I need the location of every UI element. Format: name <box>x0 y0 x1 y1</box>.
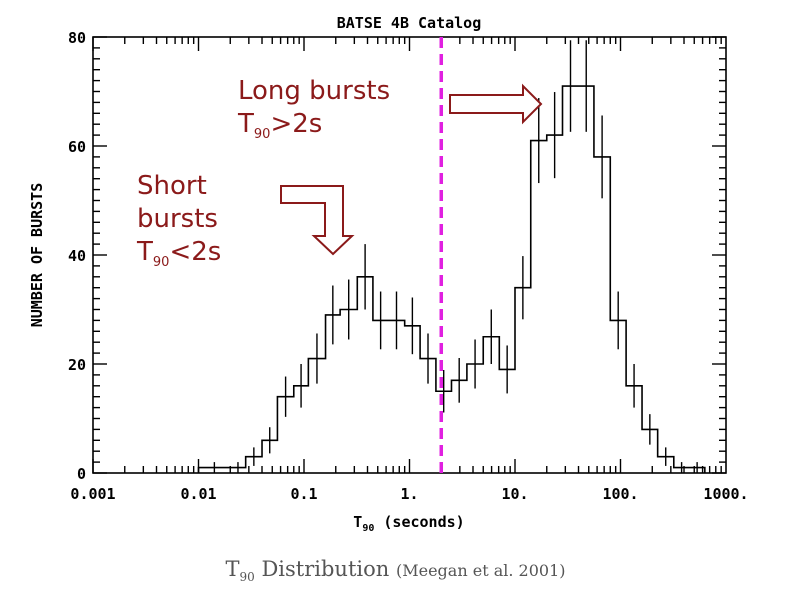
x-axis-label: T90 (seconds) <box>353 513 464 534</box>
y-tick-label: 60 <box>68 138 86 156</box>
x-tick-label: 0.1 <box>290 485 317 503</box>
x-tick-label: 0.01 <box>180 485 216 503</box>
histogram-chart: 0.001 0.01 0.1 1. 10. 100. 1000. 0 20 40 60 80 BATS… <box>28 14 749 534</box>
figure-caption: T90 Distribution (Meegan et al. 2001) <box>225 557 566 584</box>
y-tick-label: 20 <box>68 356 86 374</box>
x-tick-label: 10. <box>501 485 528 503</box>
x-tick-label: 0.001 <box>70 485 115 503</box>
short-bursts-label-line2: bursts <box>137 204 218 234</box>
long-bursts-arrow <box>449 83 543 125</box>
axis-ticks <box>92 36 726 474</box>
tick-labels: 0.001 0.01 0.1 1. 10. 100. 1000. 0 20 40 60 80 <box>68 29 749 503</box>
short-bursts-arrow <box>280 185 355 256</box>
y-tick-label: 0 <box>77 465 86 483</box>
x-tick-label: 1. <box>400 485 418 503</box>
long-bursts-label: Long bursts <box>238 76 391 106</box>
y-tick-label: 40 <box>68 247 86 265</box>
y-tick-label: 80 <box>68 29 86 47</box>
short-bursts-criterion: T90<2s <box>137 237 222 270</box>
x-tick-label: 1000. <box>703 485 748 503</box>
long-bursts-annotation: Long bursts T90>2s <box>238 75 390 151</box>
short-bursts-annotation: Short bursts T90<2s <box>137 170 221 279</box>
short-bursts-label-line1: Short <box>137 171 207 201</box>
histogram-outline <box>197 85 706 473</box>
plot-frame <box>92 36 727 474</box>
x-tick-label: 100. <box>602 485 638 503</box>
chart-title: BATSE 4B Catalog <box>337 14 482 32</box>
y-axis-label: NUMBER OF BURSTS <box>28 183 46 328</box>
long-bursts-criterion: T90>2s <box>238 109 323 142</box>
